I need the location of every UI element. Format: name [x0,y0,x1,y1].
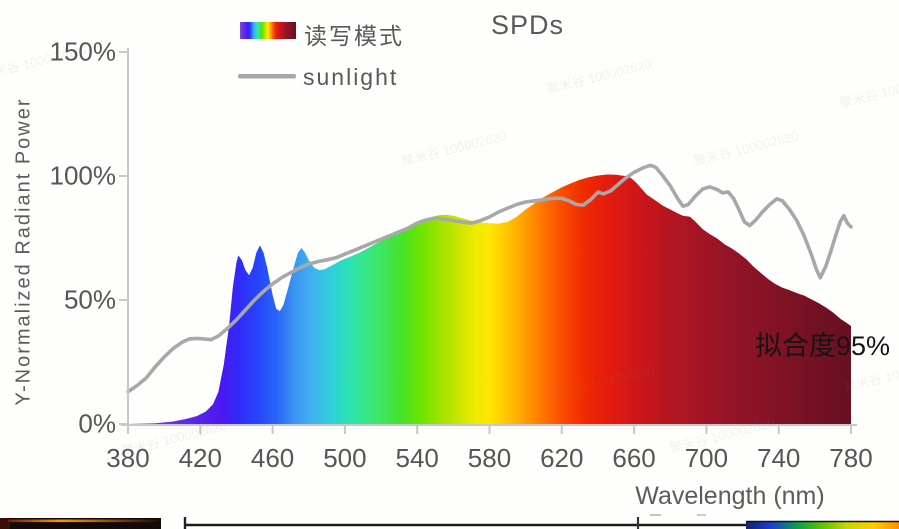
x-tick-label: 500 [323,443,367,473]
bottom-left-thumbnail-edge [0,518,10,529]
bottom-rainbow-bar [746,522,899,529]
x-tick-label: 540 [395,443,439,473]
bottom-faint-mark [697,514,706,516]
x-tick-label: 460 [250,443,295,473]
chart-title-row: SPDs [0,10,899,41]
y-axis-label: Y-Normalized Radiant Power [12,97,35,406]
legend-label-sunlight: sunlight [303,64,399,90]
x-tick-label: 700 [684,443,729,473]
x-tick-label: 620 [540,443,584,473]
bottom-faint-mark [650,514,661,516]
bottom-left-thumbnail [0,518,161,529]
bottom-thumbnail-spectral-line [8,519,158,523]
y-tick-label: 0% [78,408,116,439]
y-tick-label: 150% [49,36,117,67]
fit-degree-annotation: 拟合度95% [754,331,890,361]
spectrum-area-series [128,174,851,424]
x-tick-label: 780 [829,443,873,473]
x-tick-label: 380 [106,443,150,473]
chart-title: SPDs [490,10,565,40]
legend-label-reading-mode: 读写模式 [304,23,404,49]
x-tick-label: 660 [612,443,656,473]
y-tick-label: 50% [63,284,116,315]
sunlight-line-series [126,163,853,394]
x-tick-label: 420 [178,443,222,473]
y-tick-label: 100% [49,160,117,191]
x-axis-label: Wavelength (nm) [635,482,825,510]
x-tick-label: 740 [756,443,801,473]
x-tick-label: 580 [467,443,512,473]
legend-sunlight-swatch [238,74,296,79]
legend-spectrum-swatch [240,22,296,39]
